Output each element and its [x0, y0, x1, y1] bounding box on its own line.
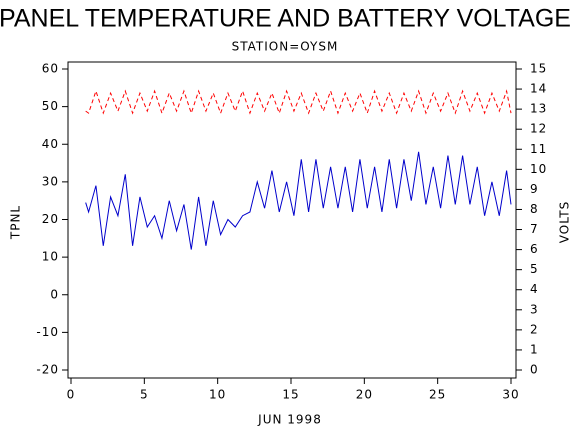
y-tick-label: -20 — [36, 363, 59, 377]
y2-axis-label: VOLTS — [558, 201, 570, 243]
x-tick-label: 10 — [209, 388, 226, 402]
y-tick-label: 20 — [42, 212, 59, 226]
y2-tick-label: 12 — [530, 122, 547, 136]
y2-tick-label: 4 — [530, 282, 539, 296]
x-tick-label: 0 — [67, 388, 76, 402]
y-tick-label: 10 — [42, 250, 59, 264]
x-tick-label: 30 — [502, 388, 519, 402]
data-line — [85, 151, 512, 250]
chart-title: PANEL TEMPERATURE AND BATTERY VOLTAGE — [0, 5, 570, 33]
y-tick-label: 30 — [42, 174, 59, 188]
y2-tick-label: 0 — [530, 363, 539, 377]
y2-tick-label: 1 — [530, 342, 539, 356]
y-tick-label: -10 — [36, 325, 59, 339]
y2-tick-label: 9 — [530, 182, 539, 196]
y-tick-label: 0 — [50, 287, 59, 301]
x-axis-label: JUN 1998 — [257, 413, 322, 427]
x-tick-label: 5 — [140, 388, 149, 402]
y2-tick-label: 7 — [530, 222, 539, 236]
y-axis-label: TPNL — [9, 205, 23, 240]
y2-tick-label: 13 — [530, 102, 547, 116]
plot-frame — [67, 61, 517, 379]
y2-tick-label: 10 — [530, 162, 547, 176]
y-tick-label: 60 — [42, 62, 59, 76]
data-line — [85, 89, 512, 115]
x-tick-label: 15 — [282, 388, 299, 402]
y-tick-label: 40 — [42, 137, 59, 151]
y2-tick-label: 5 — [530, 262, 539, 276]
y2-tick-label: 11 — [530, 142, 547, 156]
y2-tick-label: 3 — [530, 302, 539, 316]
x-tick-label: 20 — [356, 388, 373, 402]
x-tick-label: 25 — [429, 388, 446, 402]
y-tick-label: 50 — [42, 99, 59, 113]
y2-tick-label: 15 — [530, 62, 547, 76]
y2-tick-label: 2 — [530, 322, 539, 336]
chart-subtitle: STATION=OYSM — [232, 40, 339, 54]
y2-tick-label: 6 — [530, 242, 539, 256]
y2-tick-label: 14 — [530, 82, 547, 96]
y2-tick-label: 8 — [530, 202, 539, 216]
